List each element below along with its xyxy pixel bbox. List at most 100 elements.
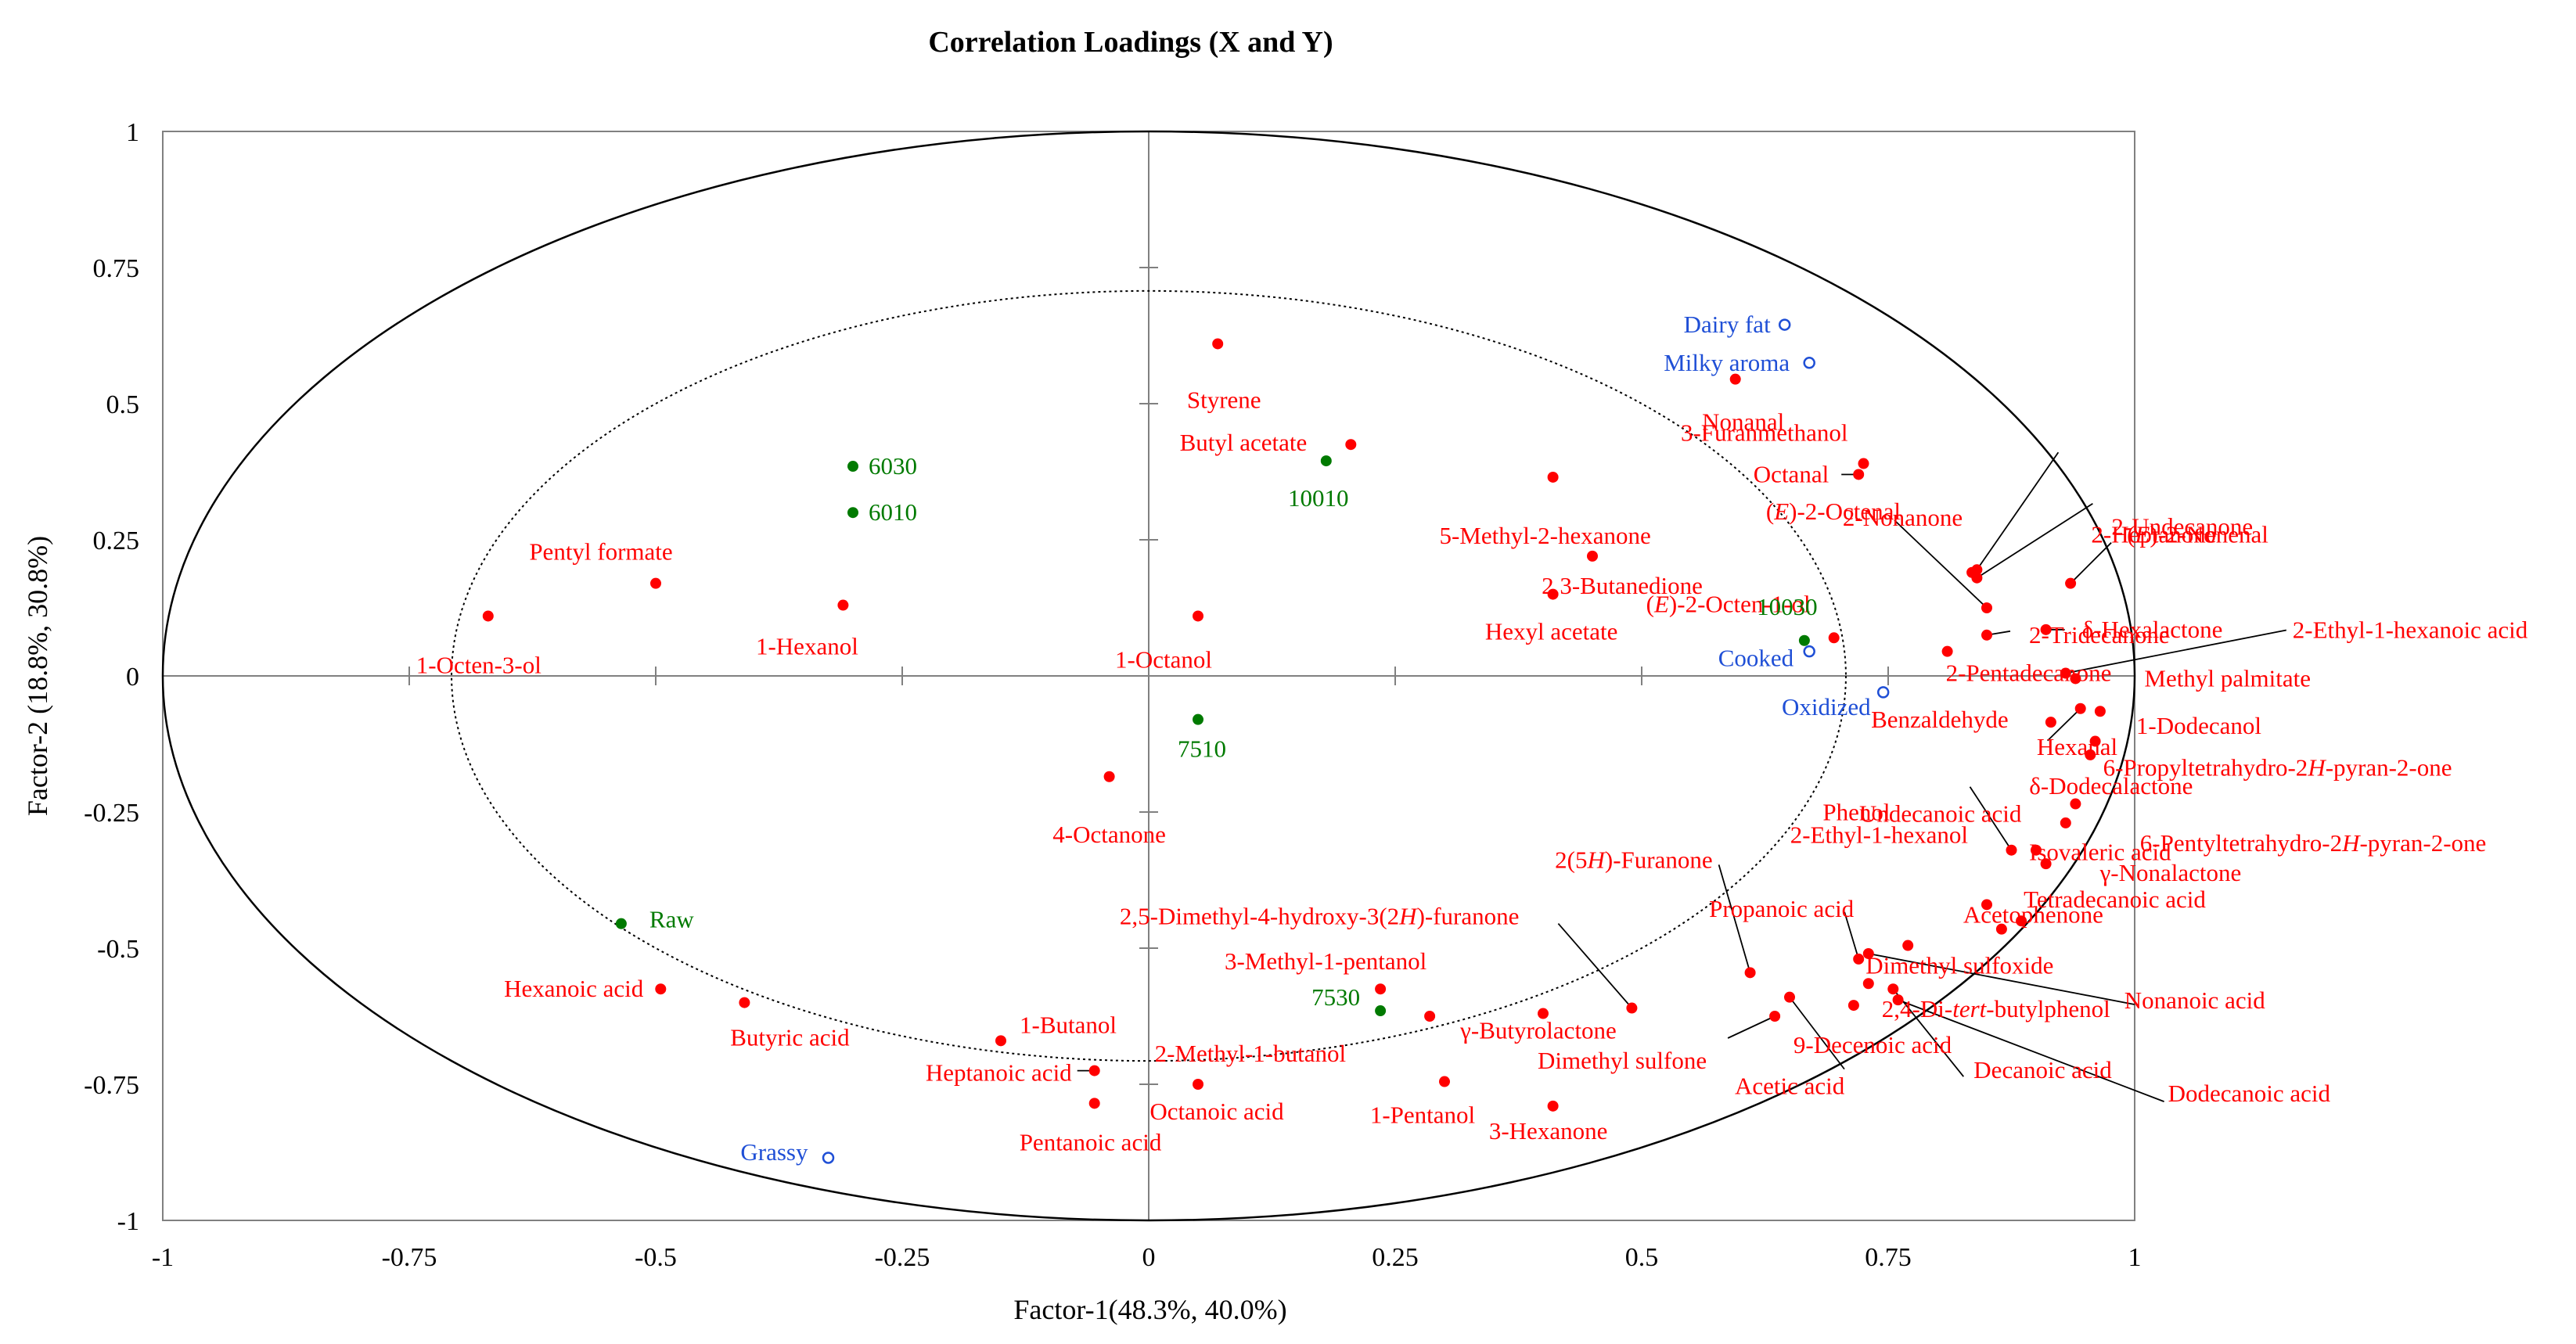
label-2-ethyl-1-hexanol: 2-Ethyl-1-hexanol [1790, 821, 1968, 848]
label-6-propyltetrahydro-2h-pyran-2-one: 6-Propyltetrahydro-2H-pyran-2-one [2103, 754, 2452, 782]
point-butyrolactone [1538, 1008, 1549, 1019]
label-phenol: Phenol [1822, 799, 1890, 826]
label-nonanoic-acid: Nonanoic acid [2124, 986, 2265, 1014]
x-tick-label: 1 [2128, 1243, 2142, 1272]
point-propanoic-acid [1853, 953, 1865, 965]
label-oxidized: Oxidized [1782, 693, 1871, 721]
point-decanoic-acid [1887, 983, 1899, 995]
label-octanoic-acid: Octanoic acid [1149, 1098, 1284, 1125]
label-dodecanoic-acid: Dodecanoic acid [2168, 1080, 2331, 1107]
leader-2-ethyl-1-hexanoic-acid [2065, 629, 2286, 674]
label-2-nonanone: 2-Nonanone [1843, 504, 1963, 531]
label-1-dodecanol: 1-Dodecanol [2136, 712, 2261, 739]
label-propanoic-acid: Propanoic acid [1709, 895, 1855, 922]
point-1-octanol [1193, 610, 1203, 622]
point-1-hexanol [837, 599, 849, 611]
y-tick-label: -1 [117, 1207, 139, 1236]
label-2-methyl-1-butanol: 2-Methyl-1-butanol [1155, 1040, 1347, 1067]
point-6010 [847, 507, 858, 519]
point-grassy [822, 1152, 835, 1164]
label-butyrolactone: γ-Butyrolactone [1459, 1017, 1617, 1044]
label-2-3-butanedione: 2,3-Butanedione [1542, 572, 1703, 599]
y-tick-label: -0.5 [97, 935, 139, 964]
point-hexyl-acetate [1547, 588, 1559, 600]
point-10010 [1320, 455, 1332, 467]
point-6-pentyltetrahydro-2h-pyran-2-one [2060, 817, 2071, 828]
label-methyl-palmitate: Methyl palmitate [2144, 664, 2311, 692]
point-butyric-acid [739, 997, 750, 1008]
label-3-hexanone: 3-Hexanone [1489, 1117, 1608, 1145]
chart-title: Correlation Loadings (X and Y) [928, 26, 1333, 59]
label-tetradecanoic-acid: Tetradecanoic acid [2024, 886, 2206, 913]
point-tetradecanoic-acid [2016, 915, 2027, 927]
point-dimethyl-sulfoxide [1902, 940, 1914, 951]
x-tick-label: 0.75 [1865, 1243, 1912, 1272]
point-2-pentadecanone [1941, 645, 1953, 657]
point-7530 [1375, 1005, 1387, 1017]
label-1-butanol: 1-Butanol [1020, 1011, 1117, 1038]
leader-dodecanoic-acid [1898, 999, 2164, 1102]
point-butyl-acetate [1345, 439, 1357, 451]
outer-circle-100pct [161, 130, 2136, 1222]
leader-e-2-octenal [1894, 519, 1988, 609]
label-2-tridecanone: 2-Tridecanone [2029, 621, 2170, 649]
point-pentyl-formate [650, 577, 661, 589]
label-4-octanone: 4-Octanone [1052, 821, 1166, 848]
label-7530: 7530 [1311, 983, 1360, 1011]
point-methyl-palmitate [2070, 673, 2081, 685]
label-1-octanol: 1-Octanol [1115, 645, 1212, 673]
x-axis-label: Factor-1(48.3%, 40.0%) [1013, 1294, 1286, 1325]
label-2-5-dimethyl-4-hydroxy-3-2h-furanone: 2,5-Dimethyl-4-hydroxy-3(2H)-furanone [1120, 903, 1520, 930]
y-tick-label: 1 [126, 118, 139, 147]
point-nonanal [1729, 373, 1741, 385]
point-1-pentanol [1439, 1076, 1450, 1087]
leader-nonanoic-acid [1868, 953, 2135, 1005]
label-grassy: Grassy [740, 1138, 808, 1166]
label-hexanoic-acid: Hexanoic acid [504, 975, 644, 1002]
label-pentyl-formate: Pentyl formate [529, 538, 672, 566]
point-acetophenone [1995, 923, 2007, 935]
point-e-2-octenal [1981, 602, 1992, 613]
point-4-octanone [1103, 771, 1115, 782]
point-octanoic-acid [1193, 1079, 1203, 1090]
label-1-hexanol: 1-Hexanol [756, 633, 858, 660]
point-2-ethyl-1-hexanoic-acid [2060, 667, 2071, 679]
leader-2-5-dimethyl-4-hydroxy-3-2h-furanone [1557, 922, 1633, 1009]
point-dairy-fat [1778, 318, 1791, 331]
y-tick-label: -0.25 [84, 799, 139, 828]
y-tick-label: 0 [126, 663, 139, 692]
data-points [482, 318, 2106, 1164]
point-6030 [847, 461, 858, 473]
leader-2-5h-furanone [1718, 864, 1751, 973]
point-e-2-octen-1-ol [1828, 632, 1840, 644]
point-9-decenoic-acid [1847, 1000, 1859, 1012]
point-2-methyl-1-butanol [1424, 1011, 1436, 1022]
label-2-pentadecanone: 2-Pentadecanone [1946, 659, 2112, 687]
label-dimethyl-sulfoxide: Dimethyl sulfoxide [1865, 952, 2053, 979]
label-octanal: Octanal [1754, 460, 1829, 487]
y-axis-label: Factor-2 (18.8%, 30.8%) [22, 536, 53, 816]
label-2-4-di-tert-butylphenol: 2,4-Di-tert-butylphenol [1882, 995, 2110, 1022]
x-tick-label: 0.25 [1372, 1243, 1419, 1272]
label-dairy-fat: Dairy fat [1684, 311, 1771, 338]
label-1-octen-3-ol: 1-Octen-3-ol [416, 651, 541, 678]
point-2-3-butanedione [1587, 550, 1598, 562]
label-10010: 10010 [1288, 484, 1349, 512]
point-10030 [1798, 634, 1810, 646]
point-2-undecanone [1971, 572, 1983, 584]
point-benzaldehyde [2074, 703, 2086, 714]
label-1-pentanol: 1-Pentanol [1370, 1101, 1475, 1129]
point-raw [615, 918, 627, 929]
point-2-tridecanone [1981, 629, 1992, 641]
point-5-methyl-2-hexanone [1547, 471, 1559, 483]
label-9-decenoic-acid: 9-Decenoic acid [1793, 1031, 1952, 1058]
point-pentanoic-acid [1088, 1098, 1100, 1109]
point-phenol [2006, 844, 2017, 856]
point-undecanoic-acid [2070, 798, 2081, 810]
label-10030: 10030 [1757, 593, 1818, 620]
y-tick-label: -0.75 [84, 1071, 139, 1100]
label-styrene: Styrene [1187, 386, 1261, 413]
point-nonalactone [2040, 858, 2052, 870]
x-tick-label: -0.5 [635, 1243, 677, 1272]
